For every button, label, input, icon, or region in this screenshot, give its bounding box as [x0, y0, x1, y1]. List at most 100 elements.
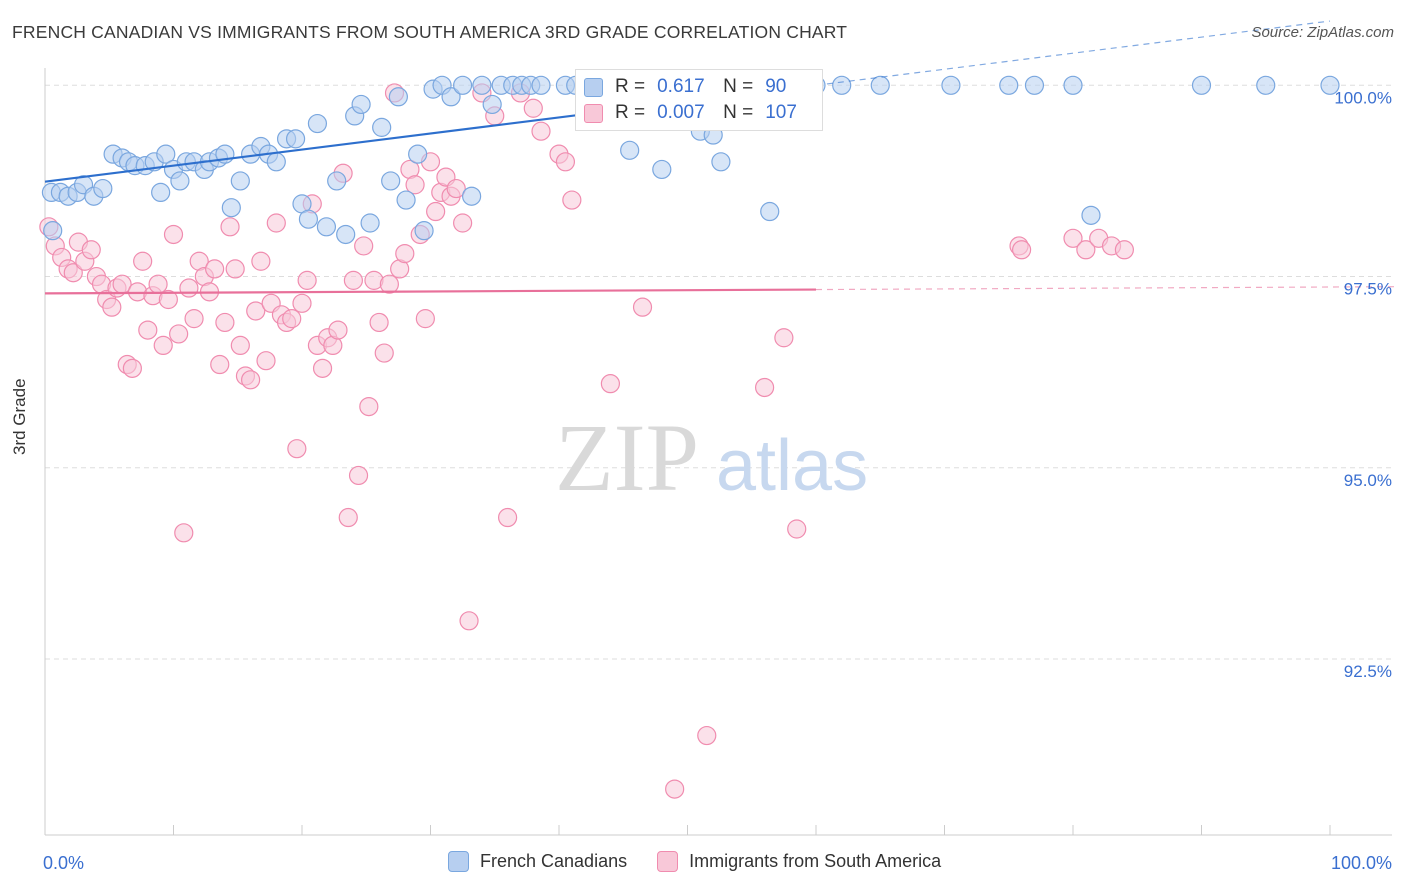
- point-immigrants: [81, 240, 101, 260]
- trend-line-immigrants: [44, 288, 817, 295]
- point-french-canadians: [652, 159, 672, 180]
- legend-label-immigrants: Immigrants from South America: [689, 851, 942, 871]
- series-french-canadians-points: [41, 75, 1340, 245]
- trend-line-french-canadians-extension: [815, 20, 1331, 86]
- point-french-canadians: [531, 75, 551, 95]
- point-immigrants: [241, 370, 261, 390]
- point-immigrants: [210, 354, 230, 375]
- point-immigrants: [359, 397, 379, 417]
- y-tick-label: 100.0%: [1334, 88, 1392, 107]
- point-french-canadians: [1024, 75, 1045, 95]
- point-immigrants: [562, 190, 582, 210]
- series-legend: French Canadians Immigrants from South A…: [448, 851, 971, 872]
- watermark-zip: ZIP: [555, 404, 699, 511]
- point-french-canadians: [941, 75, 961, 95]
- point-immigrants: [426, 201, 446, 222]
- legend-swatch-pink: [657, 851, 679, 872]
- point-immigrants: [600, 374, 621, 394]
- point-french-canadians: [170, 171, 190, 191]
- point-immigrants: [354, 236, 374, 256]
- point-french-canadians: [151, 182, 171, 202]
- point-immigrants: [179, 278, 199, 298]
- point-immigrants: [102, 297, 122, 317]
- y-tick-labels: 92.5% 95.0% 97.5% 100.0%: [1334, 88, 1392, 681]
- point-french-canadians: [266, 152, 286, 172]
- point-immigrants: [256, 351, 276, 371]
- point-french-canadians: [1256, 75, 1276, 95]
- point-immigrants: [163, 224, 184, 245]
- point-immigrants: [379, 274, 399, 294]
- point-french-canadians: [351, 94, 371, 115]
- point-french-canadians: [462, 186, 482, 206]
- point-immigrants: [205, 259, 225, 279]
- point-immigrants: [774, 328, 794, 348]
- stats-legend: R = 0.617 N = 90 R = 0.007 N = 107: [575, 69, 823, 131]
- point-immigrants: [63, 263, 83, 283]
- point-immigrants: [405, 175, 425, 195]
- legend-item-french-canadians: French Canadians: [448, 851, 627, 872]
- y-tick-label: 95.0%: [1344, 471, 1392, 490]
- point-french-canadians: [307, 113, 328, 134]
- legend-n-value-blue: 90: [765, 76, 787, 97]
- point-immigrants: [1076, 240, 1096, 260]
- point-french-canadians: [441, 87, 461, 107]
- point-immigrants: [665, 779, 685, 799]
- point-french-canadians: [1081, 205, 1101, 225]
- point-immigrants: [453, 213, 473, 233]
- legend-r-value-pink: 0.007: [657, 102, 705, 123]
- point-french-canadians: [285, 129, 306, 149]
- point-immigrants: [297, 270, 317, 290]
- point-french-canadians: [230, 171, 250, 191]
- point-immigrants: [343, 270, 363, 290]
- point-immigrants: [138, 320, 158, 340]
- point-french-canadians: [832, 75, 852, 95]
- point-immigrants: [415, 309, 435, 329]
- point-immigrants: [174, 523, 194, 543]
- x-tick-labels: 0.0% 100.0%: [43, 853, 1392, 873]
- legend-r-label: R =: [615, 102, 646, 123]
- point-immigrants: [374, 343, 394, 363]
- point-french-canadians: [1063, 75, 1083, 95]
- chart-title: FRENCH CANADIAN VS IMMIGRANTS FROM SOUTH…: [12, 22, 848, 42]
- point-french-canadians: [388, 87, 408, 107]
- point-french-canadians: [43, 221, 63, 241]
- point-immigrants: [287, 439, 307, 459]
- point-french-canadians: [372, 117, 392, 137]
- point-french-canadians: [298, 209, 319, 229]
- legend-n-value-pink: 107: [765, 102, 797, 123]
- source-label: Source: ZipAtlas.com: [1251, 24, 1394, 41]
- point-french-canadians: [760, 201, 780, 222]
- point-immigrants: [122, 358, 142, 378]
- point-immigrants: [225, 259, 245, 279]
- legend-label-french-canadians: French Canadians: [480, 851, 628, 871]
- legend-r-label: R =: [615, 76, 646, 97]
- point-french-canadians: [156, 144, 176, 164]
- point-french-canadians: [316, 217, 337, 237]
- point-french-canadians: [482, 94, 502, 115]
- point-french-canadians: [620, 140, 640, 160]
- x-tick-label-min: 0.0%: [43, 853, 84, 873]
- watermark-atlas: atlas: [716, 426, 868, 506]
- series-immigrants-points: [39, 75, 1135, 799]
- point-immigrants: [328, 320, 348, 340]
- legend-swatch-blue: [448, 851, 469, 872]
- point-french-canadians: [93, 178, 113, 199]
- point-french-canadians: [381, 171, 401, 191]
- point-immigrants: [133, 251, 153, 271]
- legend-n-label: N =: [723, 102, 754, 123]
- y-axis-label: 3rd Grade: [10, 378, 29, 455]
- point-french-canadians: [472, 75, 492, 95]
- y-tick-label: 92.5%: [1344, 662, 1392, 681]
- point-french-canadians: [408, 144, 428, 164]
- point-immigrants: [632, 297, 653, 317]
- point-immigrants: [754, 377, 775, 398]
- point-french-canadians: [711, 152, 731, 172]
- point-immigrants: [1063, 228, 1083, 248]
- point-french-canadians: [221, 198, 241, 218]
- point-immigrants: [395, 244, 415, 264]
- point-french-canadians: [414, 221, 434, 241]
- point-french-canadians: [999, 75, 1019, 95]
- point-immigrants: [459, 611, 479, 631]
- point-french-canadians: [453, 75, 473, 95]
